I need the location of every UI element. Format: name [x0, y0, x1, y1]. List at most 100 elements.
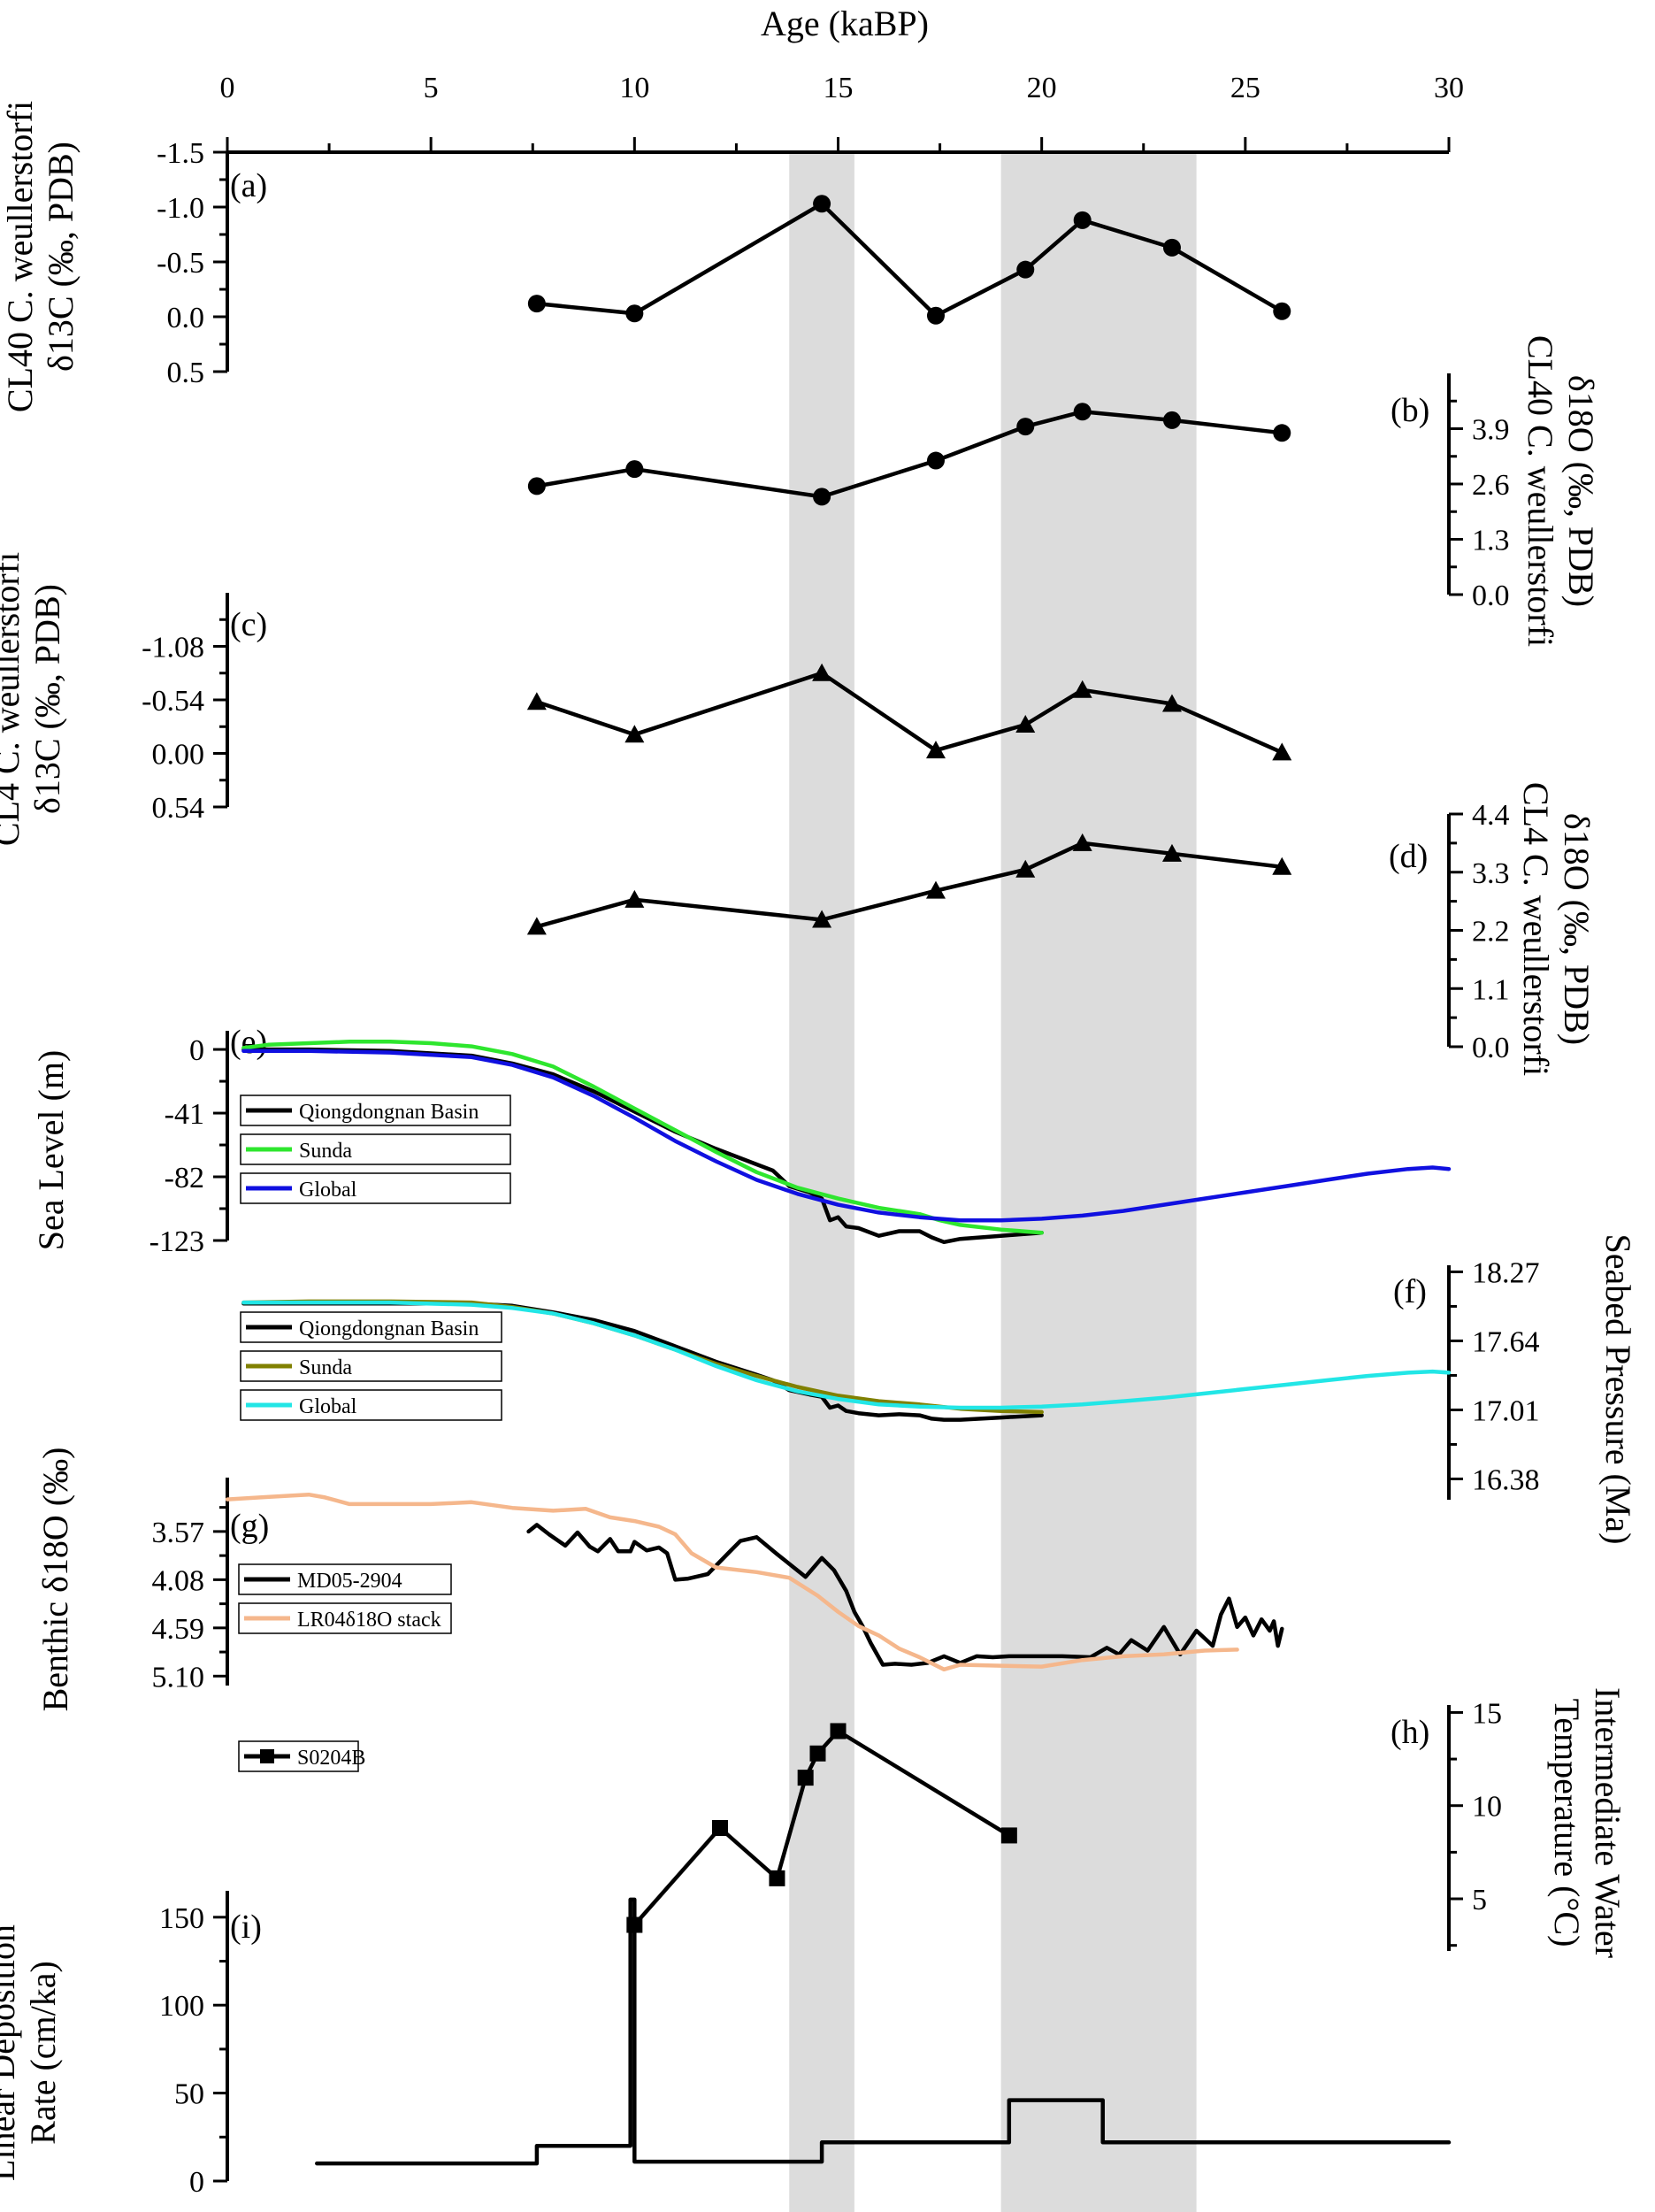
panel-d-tick-label: 1.1 — [1472, 973, 1510, 1006]
panel-g-tick-label: 4.08 — [152, 1564, 205, 1597]
panel-f: 16.38 17.01 17.64 18.27 Seabed Pressure (Ma)… — [240, 1234, 1638, 1545]
panel-a-point — [813, 195, 831, 213]
panel-i-tick-label: 50 — [174, 2078, 204, 2111]
panel-g-tick-label: 3.57 — [152, 1517, 205, 1549]
legend-label: MD05-2904 — [297, 1570, 402, 1593]
panel-a-tick-label: -1.5 — [157, 137, 204, 170]
panel-f-tick-label: 16.38 — [1472, 1463, 1540, 1496]
panel-h-y-title: Intermediate Water — [1588, 1687, 1628, 1958]
legend-marker — [260, 1749, 274, 1763]
panel-c-y-title: δ13C (‰, PDB) — [27, 584, 67, 814]
panel-d-tick-label: 0.0 — [1472, 1032, 1510, 1064]
panel-i-label: (i) — [230, 1909, 262, 1946]
panel-g-tick-label: 5.10 — [152, 1661, 205, 1694]
panel-g-legend-item: LR04δ18O stack — [238, 1602, 452, 1634]
panel-b-tick-label: 1.3 — [1472, 525, 1510, 557]
panel-c-point — [925, 741, 946, 759]
panel-a: -1.5 -1.0 -0.5 0.0 0.5 CL40 C. weullerstorfi δ… — [0, 101, 1291, 412]
panel-h-label: (h) — [1391, 1714, 1429, 1751]
age-tick-label: 25 — [1230, 72, 1260, 104]
panel-i-y-title: Linear Deposition — [0, 1924, 22, 2181]
panel-i-tick-label: 150 — [159, 1902, 204, 1935]
panel-b-label: (b) — [1391, 392, 1429, 429]
panel-f-legend-item: Qiongdongnan Basin — [240, 1311, 502, 1343]
panel-a-point — [1073, 211, 1092, 229]
panel-e-legend-item: Global — [240, 1172, 511, 1204]
panel-a-tick-label: -1.0 — [157, 192, 204, 225]
panel-b-tick-label: 3.9 — [1472, 414, 1510, 447]
panel-a-label: (a) — [230, 167, 267, 204]
panel-e-tick-label: -41 — [165, 1098, 204, 1131]
panel-b-y-title: δ18O (‰, PDB) — [1561, 375, 1601, 607]
legend-label: Sunda — [299, 1356, 352, 1379]
panel-b: 0.0 1.3 2.6 3.9 δ18O (‰, PDB)CL40 C. weuller… — [527, 335, 1601, 647]
legend-label: Qiongdongnan Basin — [299, 1101, 479, 1124]
panel-c-tick-label: 0.00 — [152, 739, 205, 772]
panel-c: -1.08 -0.54 0.00 0.54 CL4 C. weullerstorfi δ1… — [0, 552, 1292, 846]
panel-a-y-title: CL40 C. weullerstorfi — [0, 101, 40, 412]
panel-f-legend-item: Sunda — [240, 1350, 502, 1382]
panel-b-tick-label: 2.6 — [1472, 469, 1510, 502]
panel-g-label: (g) — [230, 1508, 269, 1545]
panel-i-y-title: Rate (cm/ka) — [23, 1961, 63, 2145]
panel-h-point — [1000, 1827, 1017, 1844]
panel-i-series-line-1 — [315, 1897, 1452, 2166]
panel-a-series-line-1 — [534, 202, 1284, 319]
panel-a-y-title: δ13C (‰, PDB) — [41, 142, 80, 372]
panel-f-tick-label: 17.01 — [1472, 1394, 1540, 1427]
panel-d-point — [812, 910, 832, 928]
age-axis: Age (kaBP) 0 5 10 15 20 25 30 — [220, 4, 1464, 154]
panel-c-tick-label: -1.08 — [142, 632, 204, 664]
panel-c-point — [526, 692, 547, 710]
legend-label: Global — [299, 1395, 357, 1418]
panel-d-point — [1072, 833, 1092, 851]
age-tick-label: 15 — [824, 72, 854, 104]
age-tick-label: 20 — [1027, 72, 1057, 104]
panel-a-point — [1162, 238, 1181, 257]
panel-c-point — [1161, 694, 1182, 712]
panel-d-point — [526, 917, 547, 935]
panel-e-legend-item: Qiongdongnan Basin — [240, 1094, 511, 1126]
panel-b-y-title: CL40 C. weullerstorfi — [1521, 335, 1560, 647]
panel-g-y-title: Benthic δ18O (‰) — [35, 1448, 75, 1712]
panel-i-tick-label: 100 — [159, 1990, 204, 2023]
panel-f-label: (f) — [1393, 1273, 1427, 1310]
panel-h-point — [769, 1870, 785, 1886]
highlight-band-1 — [789, 152, 854, 2212]
panel-e-label: (e) — [230, 1024, 267, 1061]
panel-e-tick-label: -123 — [149, 1225, 204, 1258]
panel-d-label: (d) — [1389, 838, 1428, 875]
panel-e-legend-item: Sunda — [240, 1133, 511, 1165]
panel-b-series-line-1 — [534, 410, 1284, 499]
highlight-band-2 — [1000, 152, 1197, 2212]
panel-g-series-line-1 — [526, 1523, 1284, 1667]
panel-h-tick-label: 10 — [1472, 1791, 1502, 1824]
panel-d-point — [1161, 843, 1182, 862]
panel-e-tick-label: 0 — [189, 1034, 204, 1067]
panel-a-point — [1016, 260, 1035, 279]
panel-d: 0.0 1.1 2.2 3.3 4.4 δ18O (‰, PDB)CL4 C. weull… — [526, 782, 1597, 1076]
panel-b-point — [926, 451, 945, 470]
panel-h-point — [712, 1820, 729, 1836]
panel-d-tick-label: 4.4 — [1472, 799, 1510, 832]
panel-i-tick-label: 0 — [189, 2166, 204, 2199]
panel-h-tick-label: 5 — [1472, 1884, 1487, 1916]
panel-a-point — [1273, 302, 1291, 320]
panel-c-point — [1072, 680, 1092, 698]
panel-f-y-title: Seabed Pressure (Ma) — [1598, 1234, 1638, 1545]
panel-c-point — [812, 663, 832, 681]
panel-g: 3.57 4.08 4.59 5.10 Benthic δ18O (‰) (g) MD05-… — [35, 1448, 1284, 1712]
age-tick-label: 10 — [619, 72, 649, 104]
panel-c-series-line-1 — [534, 671, 1284, 755]
panel-a-point — [527, 295, 546, 313]
panel-b-point — [1016, 418, 1035, 436]
panel-g-series-line-2 — [225, 1492, 1239, 1672]
panel-g-legend-item: MD05-2904 — [238, 1563, 452, 1595]
panel-e-y-title: Sea Level (m) — [31, 1050, 71, 1251]
panel-c-point — [624, 725, 645, 743]
panel-c-point — [1272, 742, 1292, 761]
panel-f-legend-item: Global — [240, 1389, 502, 1421]
panel-e: 0 -41 -82 -123 Sea Level (m) (e) Qiongdongnan … — [31, 1024, 1452, 1258]
